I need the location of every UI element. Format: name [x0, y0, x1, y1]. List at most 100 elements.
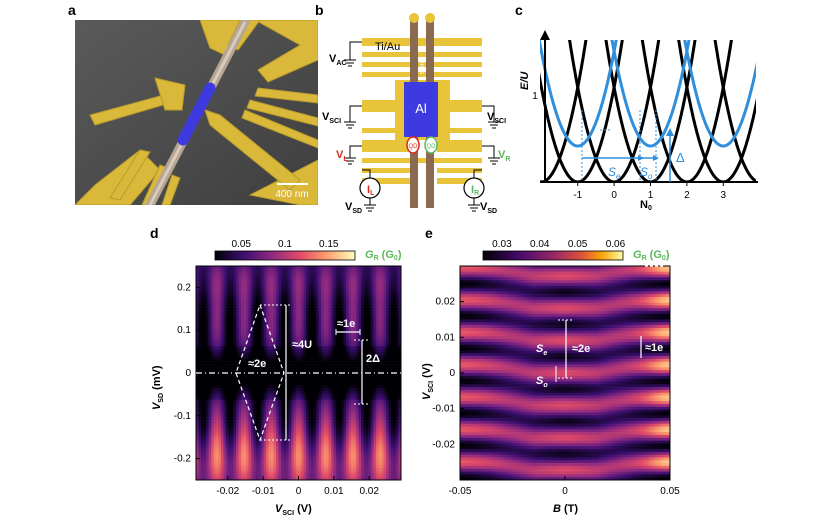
e-colorbar-label: GR (G0) — [633, 249, 670, 262]
v-ac-label: VAC — [329, 53, 346, 67]
qd-right — [424, 136, 438, 154]
i-r-label: IR — [471, 184, 479, 197]
d-ylabel: VSD (mV) — [151, 365, 165, 410]
e-x-tick: -0.05 — [449, 486, 472, 497]
v-sd-left-label: VSD — [345, 201, 362, 215]
e-ann-se: Se — [536, 343, 547, 357]
qd-left — [406, 136, 420, 154]
i-l-label: IL — [367, 184, 375, 197]
v-sd-right-label: VSD — [480, 201, 497, 215]
e-colorbar-tick: 0.03 — [492, 239, 512, 250]
e-y-tick: 0 — [449, 368, 455, 379]
e-ylabel: VSCI (V) — [421, 363, 435, 400]
d-x-tick: 0.01 — [324, 486, 344, 497]
v-l-label: VL — [336, 149, 348, 163]
c-y-tick: 1 — [532, 91, 538, 102]
panel-b-label: b — [315, 2, 324, 18]
e-ann-2e: ≈2e — [572, 343, 590, 355]
qd-left-label: QD — [409, 144, 419, 150]
al-label: Al — [415, 101, 427, 116]
even-parabola — [640, 40, 733, 182]
panel-e-label: e — [425, 225, 433, 241]
d-y-tick: -0.1 — [174, 411, 192, 422]
even-parabola — [713, 40, 756, 182]
d-ann-1e: ≈1e — [337, 318, 355, 330]
e-colorbar-tick: 0.06 — [606, 239, 626, 250]
e-ann-so: So — [536, 375, 548, 389]
e-colorbar-tick: 0.04 — [530, 239, 550, 250]
d-y-tick: 0 — [185, 368, 191, 379]
panel-a-label: a — [68, 2, 76, 18]
c-delta-label: Δ — [676, 150, 685, 165]
d-annotations — [196, 303, 401, 442]
e-y-tick: 0.01 — [436, 332, 456, 343]
d-colorbar-label: GR (G0) — [365, 249, 402, 262]
d-y-tick: -0.2 — [174, 454, 192, 465]
v-sci-left-label: VSCI — [322, 111, 341, 125]
ammeter-left — [359, 177, 381, 199]
metal-label: Ti/Au — [375, 41, 400, 53]
e-xlabel: B (T) — [553, 503, 578, 515]
ground-state-curve — [683, 40, 756, 148]
d-colorbar-tick: 0.05 — [232, 239, 252, 250]
c-x-tick: -1 — [573, 190, 582, 201]
circuit-lines — [344, 41, 500, 212]
even-parabola — [540, 40, 588, 182]
c-x-tick: 3 — [720, 190, 726, 201]
inas-label: InAs — [418, 62, 424, 74]
panel-d: d 0.05 0.1 0.15 GR (G0) -0.02 -0.01 0 0.01 0.0… — [150, 225, 402, 517]
e-y-tick: -0.02 — [432, 439, 455, 450]
panel-c-label: c — [515, 2, 523, 18]
panel-a: a — [68, 2, 318, 205]
d-xlabel: VSCI (V) — [275, 503, 312, 517]
d-heatmap — [196, 266, 402, 481]
parabola-plot — [540, 40, 756, 182]
ground-state-curve — [540, 40, 618, 148]
c-x-tick: 0 — [611, 190, 617, 201]
panel-e: e 0.03 0.04 0.05 0.06 GR (G0) -0.05 0 0.05 0.0… — [421, 225, 680, 515]
e-y-tick: -0.01 — [432, 404, 455, 415]
panel-d-label: d — [150, 225, 159, 241]
d-ann-2delta: 2Δ — [366, 353, 380, 365]
qd-right-label: QD — [427, 144, 437, 150]
d-x-tick: 0 — [296, 486, 302, 497]
sem-image: 400 nm — [75, 20, 318, 205]
odd-parabola — [540, 40, 624, 182]
d-colorbar — [214, 250, 356, 261]
d-x-tick: 0.02 — [359, 486, 379, 497]
e-heatmap — [460, 266, 671, 481]
v-sci-right-label: VSCI — [487, 111, 506, 125]
e-annotations — [555, 265, 665, 382]
d-x-tick: -0.02 — [216, 486, 239, 497]
c-x-tick: 2 — [684, 190, 690, 201]
panel-b: b Al InAs Ti/Au QD — [315, 2, 510, 215]
e-colorbar-tick: 0.05 — [568, 239, 588, 250]
panel-c: c 1 E/U -1 0 1 2 3 N0 Se So Δ — [515, 2, 758, 212]
d-y-tick: 0.1 — [177, 325, 191, 336]
c-xlabel: N0 — [640, 199, 652, 212]
v-r-label: VR — [498, 149, 510, 163]
e-colorbar — [482, 250, 624, 261]
c-annotations: Se So Δ — [581, 110, 685, 182]
al-island — [404, 82, 438, 137]
c-x-tick: 1 — [648, 190, 654, 201]
d-x-tick: -0.01 — [252, 486, 275, 497]
e-y-tick: 0.02 — [436, 297, 456, 308]
odd-parabola — [604, 40, 697, 182]
c-so-label: So — [640, 165, 653, 181]
d-ann-4u: ≈4U — [292, 339, 312, 351]
d-colorbar-tick: 0.15 — [319, 239, 339, 250]
e-ann-1e: ≈1e — [645, 342, 663, 354]
e-x-tick: 0.05 — [660, 486, 680, 497]
scalebar-label: 400 nm — [275, 189, 308, 200]
c-ylabel: E/U — [519, 71, 531, 90]
e-x-tick: 0 — [562, 486, 568, 497]
even-parabola — [568, 40, 661, 182]
d-colorbar-tick: 0.1 — [278, 239, 292, 250]
c-se-label: Se — [608, 165, 621, 181]
d-y-tick: 0.2 — [177, 282, 191, 293]
ground-state-curve — [610, 40, 691, 148]
odd-parabola — [677, 40, 756, 182]
d-ann-2e: ≈2e — [248, 358, 266, 370]
